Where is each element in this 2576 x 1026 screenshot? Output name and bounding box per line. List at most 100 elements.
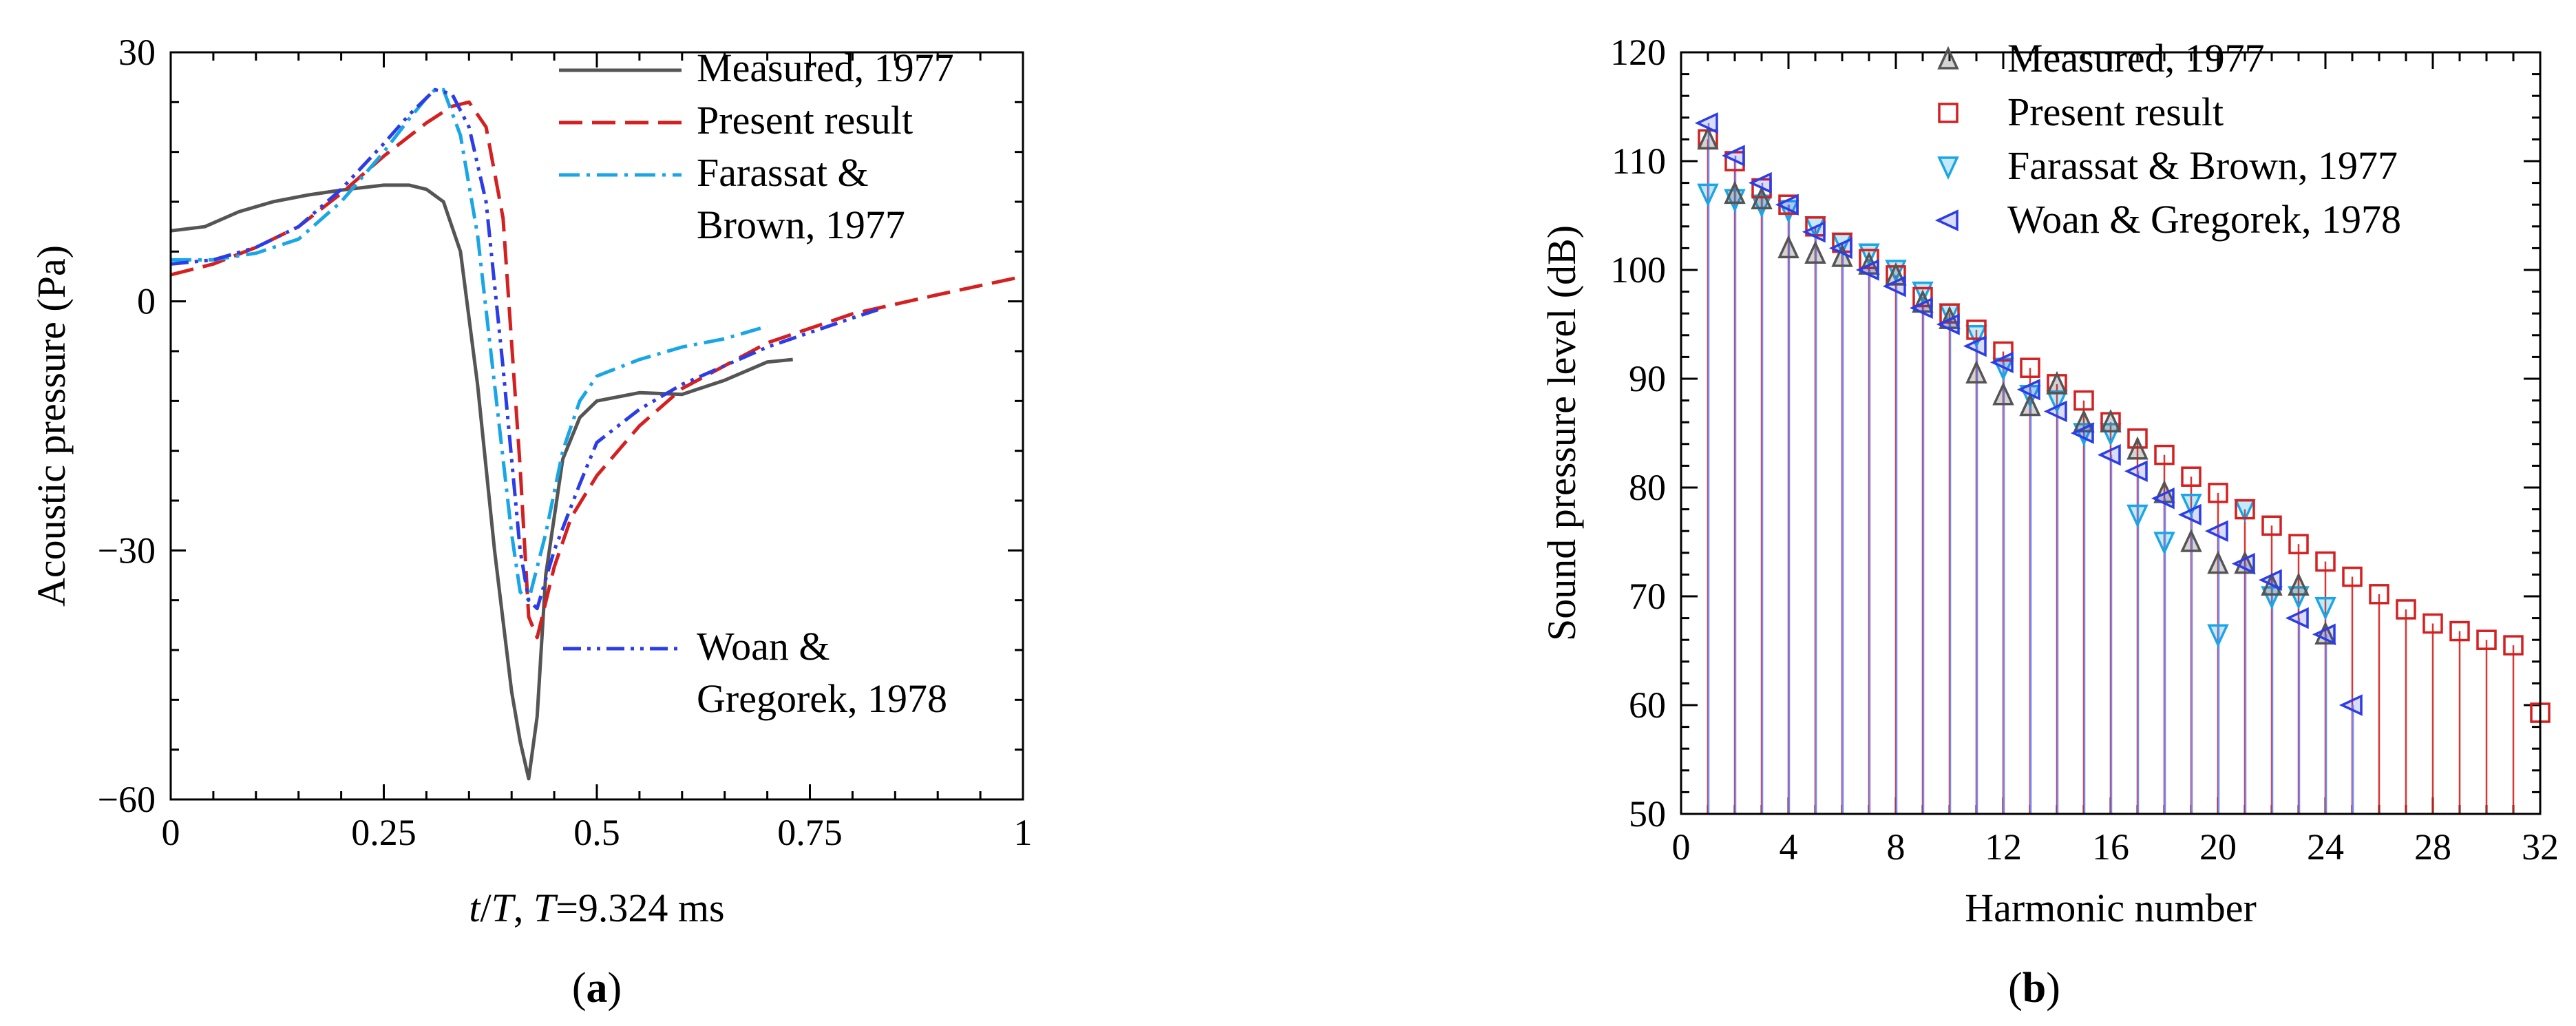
chart-b-y-axis-label: Sound pressure level (dB) (1539, 225, 1584, 641)
point-woan (2124, 460, 2148, 483)
point-measured (1777, 235, 1799, 259)
x-tick-label: 0 (162, 812, 180, 853)
chart-a-acoustic-pressure: 0 0.25 0.5 0.75 1 −60 −30 0 30 Measured, 1977 Pre… (29, 32, 1033, 1012)
legend-label: Present result (697, 98, 913, 143)
point-measured (2288, 572, 2310, 596)
point-woan (2258, 569, 2282, 591)
point-present (2503, 635, 2524, 656)
point-measured (1751, 186, 1773, 210)
x-tick-label: 1 (1014, 812, 1033, 853)
y-tick-label: −30 (98, 530, 156, 571)
x-tick-label: 4 (1780, 826, 1798, 868)
point-woan (1936, 313, 1960, 335)
x-tick-label: 0.5 (573, 812, 620, 853)
point-measured (2046, 370, 2068, 395)
chart-b-series (1694, 112, 2551, 723)
y-tick-label: −60 (98, 779, 156, 820)
chart-b-tick-labels: 0 4 8 12 16 20 24 28 32 50 60 70 80 90 100 110 120 (1610, 32, 2559, 868)
legend-marker-farassat (1937, 156, 1959, 180)
y-tick-label: 80 (1629, 467, 1666, 508)
point-woan (1828, 237, 1852, 260)
x-tick-label: 0.75 (777, 812, 843, 853)
point-measured (1992, 381, 2014, 406)
point-measured (1804, 240, 1826, 264)
point-farassat (2261, 586, 2283, 610)
legend-label: Present result (2007, 90, 2224, 134)
point-woan (1721, 145, 1745, 167)
x-tick-label: 24 (2307, 826, 2344, 868)
legend-marker-measured (1937, 45, 1959, 70)
point-woan (2151, 488, 2175, 510)
legend-marker-present (1938, 103, 1959, 123)
point-farassat (2207, 624, 2229, 648)
point-measured (2126, 436, 2149, 460)
point-woan (1694, 112, 1718, 134)
legend-label: Gregorek, 1978 (697, 676, 947, 721)
point-woan (2070, 422, 2094, 444)
point-farassat (2314, 597, 2336, 620)
point-measured (1965, 359, 1987, 384)
point-present (1966, 320, 1987, 340)
point-farassat (2153, 532, 2175, 556)
chart-b-sound-pressure-level: 0 4 8 12 16 20 24 28 32 50 60 70 80 90 100 110 120 Measu… (1539, 32, 2559, 1012)
point-woan (1855, 259, 1879, 281)
point-farassat (2126, 504, 2149, 528)
point-woan (1989, 351, 2014, 374)
point-woan (1882, 275, 1906, 297)
point-measured (2019, 392, 2041, 417)
chart-a-frame (169, 51, 1024, 801)
point-present (2449, 620, 2470, 642)
point-woan (2043, 400, 2067, 423)
point-woan (1802, 220, 1826, 243)
point-farassat (2288, 586, 2310, 610)
point-present (2476, 629, 2497, 650)
legend-label: Measured, 1977 (2007, 36, 2265, 81)
series-line-measured (170, 183, 793, 781)
y-tick-label: 110 (1612, 140, 1666, 182)
point-present (1993, 341, 2014, 362)
point-farassat (2234, 499, 2256, 523)
series-line-present (170, 100, 1024, 640)
series-line-farassat (171, 87, 768, 603)
point-woan (1909, 297, 1933, 320)
y-tick-label: 0 (137, 281, 156, 322)
point-present (2422, 613, 2443, 634)
x-tick-label: 20 (2199, 826, 2237, 868)
chart-b-legend: Measured, 1977 Present result Farassat & B… (1934, 36, 2401, 242)
point-woan (1963, 335, 1987, 357)
y-tick-label: 70 (1629, 576, 1666, 617)
chart-a-ticks (169, 51, 1024, 801)
point-present (2127, 428, 2148, 449)
point-measured (2180, 528, 2202, 552)
y-tick-label: 90 (1629, 358, 1666, 399)
y-tick-label: 50 (1629, 793, 1666, 835)
chart-a-legend: Measured, 1977 Present result Farassat & Br… (559, 45, 954, 721)
chart-b-x-axis-label: Harmonic number (1965, 886, 2257, 930)
point-farassat (2180, 493, 2202, 517)
point-present (2369, 584, 2389, 605)
point-woan (1775, 193, 1799, 216)
y-tick-label: 30 (118, 32, 156, 73)
legend-label: Woan & (697, 624, 830, 669)
legend-label: Woan & Gregorek, 1978 (2007, 197, 2401, 242)
point-woan (2177, 503, 2202, 526)
point-measured (1697, 126, 1719, 150)
point-measured (2207, 550, 2229, 574)
legend-marker-woan (1934, 209, 1959, 231)
chart-b-stems (1707, 123, 2515, 814)
legend-label: Measured, 1977 (697, 45, 954, 90)
x-tick-label: 16 (2092, 826, 2129, 868)
point-present (2208, 483, 2228, 503)
point-woan (2339, 694, 2363, 716)
point-measured (2100, 409, 2122, 432)
point-woan (2285, 607, 2309, 629)
point-measured (2234, 550, 2256, 574)
point-present (2020, 357, 2040, 378)
point-present (2315, 551, 2336, 572)
point-present (1939, 303, 1960, 324)
point-woan (2312, 623, 2336, 646)
series-line-woan (170, 87, 879, 611)
point-present (2288, 534, 2309, 554)
point-farassat (1697, 183, 1719, 207)
